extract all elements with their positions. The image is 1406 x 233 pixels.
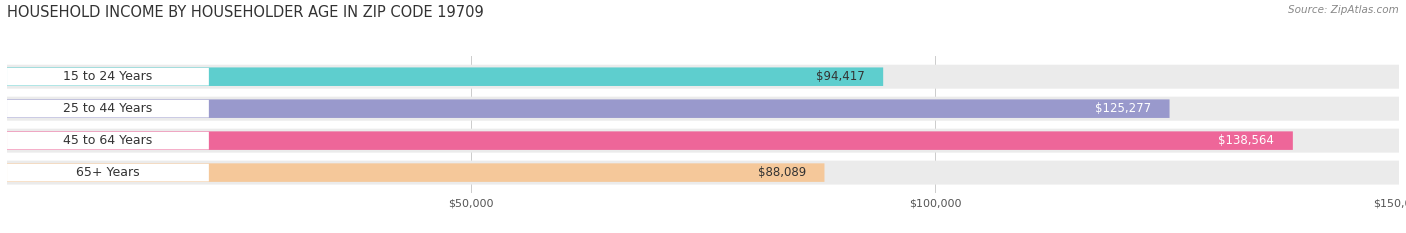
Text: Source: ZipAtlas.com: Source: ZipAtlas.com — [1288, 5, 1399, 15]
FancyBboxPatch shape — [7, 164, 209, 182]
Text: $88,089: $88,089 — [758, 166, 806, 179]
Text: HOUSEHOLD INCOME BY HOUSEHOLDER AGE IN ZIP CODE 19709: HOUSEHOLD INCOME BY HOUSEHOLDER AGE IN Z… — [7, 5, 484, 20]
FancyBboxPatch shape — [7, 161, 1399, 185]
FancyBboxPatch shape — [7, 65, 1399, 89]
Text: $125,277: $125,277 — [1095, 102, 1152, 115]
FancyBboxPatch shape — [7, 100, 209, 117]
FancyBboxPatch shape — [7, 99, 1170, 118]
FancyBboxPatch shape — [7, 132, 209, 149]
FancyBboxPatch shape — [7, 67, 883, 86]
FancyBboxPatch shape — [7, 68, 209, 86]
FancyBboxPatch shape — [7, 97, 1399, 121]
FancyBboxPatch shape — [7, 131, 1294, 150]
FancyBboxPatch shape — [7, 129, 1399, 153]
Text: $94,417: $94,417 — [815, 70, 865, 83]
Text: 65+ Years: 65+ Years — [76, 166, 139, 179]
FancyBboxPatch shape — [7, 163, 824, 182]
Text: 45 to 64 Years: 45 to 64 Years — [63, 134, 153, 147]
Text: $138,564: $138,564 — [1219, 134, 1274, 147]
Text: 25 to 44 Years: 25 to 44 Years — [63, 102, 153, 115]
Text: 15 to 24 Years: 15 to 24 Years — [63, 70, 153, 83]
